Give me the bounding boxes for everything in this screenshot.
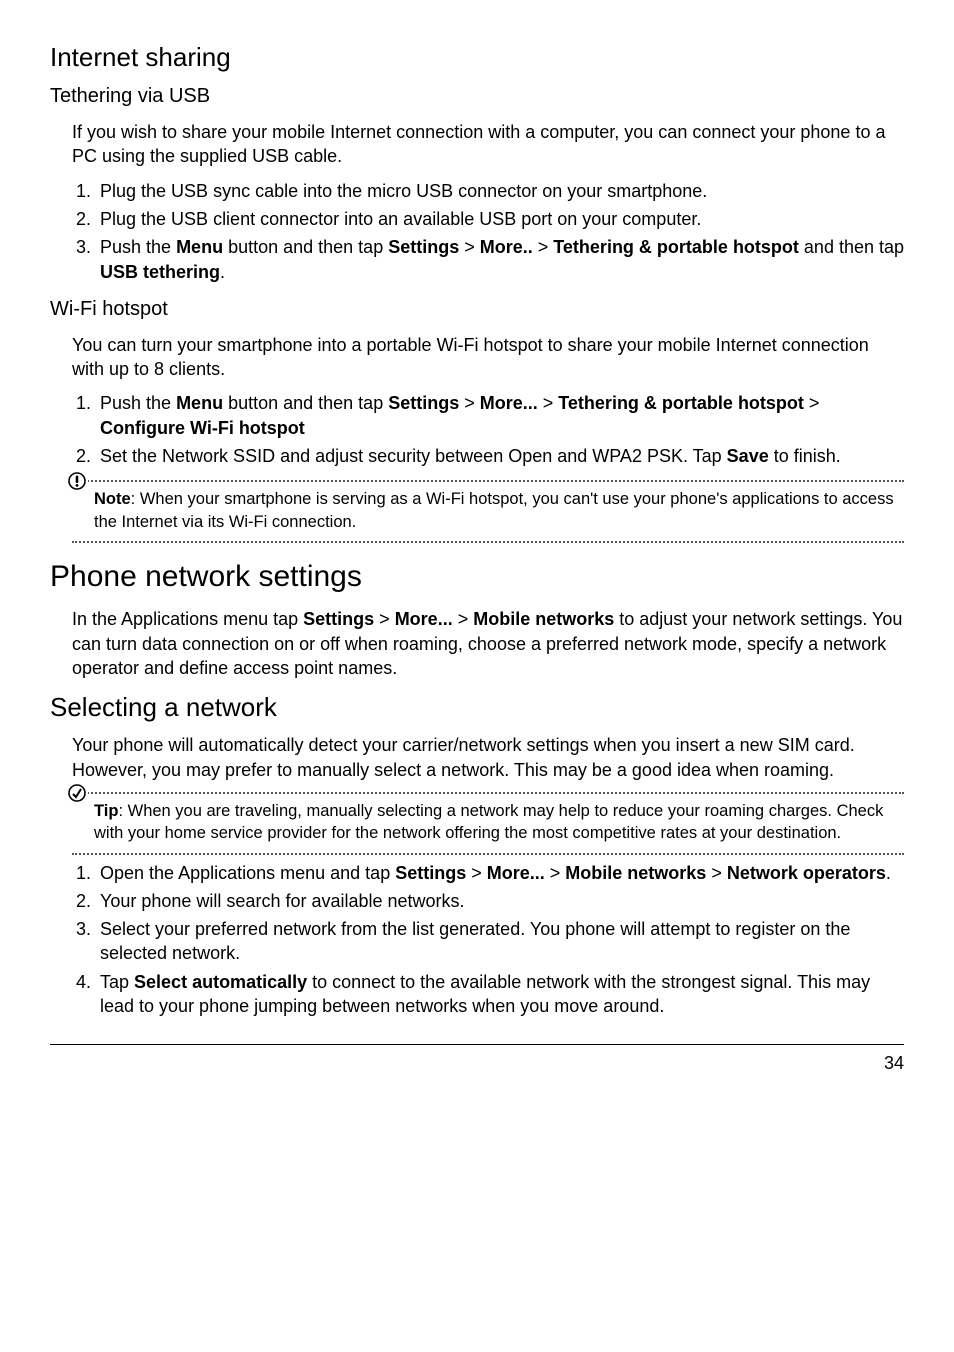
heading-wifi-hotspot: Wi-Fi hotspot bbox=[50, 296, 904, 323]
list-item: Tap Select automatically to connect to t… bbox=[96, 970, 904, 1019]
paragraph: In the Applications menu tap Settings > … bbox=[72, 607, 904, 680]
heading-phone-network: Phone network settings bbox=[50, 557, 904, 598]
tip-label: Tip bbox=[94, 802, 118, 820]
tip-callout: Tip: When you are traveling, manually se… bbox=[72, 792, 904, 855]
paragraph: You can turn your smartphone into a port… bbox=[72, 333, 904, 382]
ordered-list: Plug the USB sync cable into the micro U… bbox=[72, 179, 904, 284]
note-label: Note bbox=[94, 490, 131, 508]
heading-selecting-network: Selecting a network bbox=[50, 690, 904, 725]
list-item: Select your preferred network from the l… bbox=[96, 917, 904, 966]
tip-icon bbox=[66, 782, 88, 804]
list-item: Push the Menu button and then tap Settin… bbox=[96, 235, 904, 284]
ordered-list: Open the Applications menu and tap Setti… bbox=[72, 861, 904, 1019]
paragraph: Your phone will automatically detect you… bbox=[72, 733, 904, 782]
list-item: Open the Applications menu and tap Setti… bbox=[96, 861, 904, 885]
list-item: Your phone will search for available net… bbox=[96, 889, 904, 913]
list-item: Push the Menu button and then tap Settin… bbox=[96, 391, 904, 440]
note-callout: Note: When your smartphone is serving as… bbox=[72, 480, 904, 543]
page-footer: 34 bbox=[50, 1044, 904, 1075]
ordered-list: Push the Menu button and then tap Settin… bbox=[72, 391, 904, 468]
warning-icon bbox=[66, 470, 88, 492]
list-item: Plug the USB client connector into an av… bbox=[96, 207, 904, 231]
heading-tethering-usb: Tethering via USB bbox=[50, 83, 904, 110]
tip-text: : When you are traveling, manually selec… bbox=[94, 802, 883, 842]
note-text: : When your smartphone is serving as a W… bbox=[94, 490, 894, 530]
list-item: Plug the USB sync cable into the micro U… bbox=[96, 179, 904, 203]
heading-internet-sharing: Internet sharing bbox=[50, 40, 904, 75]
list-item: Set the Network SSID and adjust security… bbox=[96, 444, 904, 468]
page-number: 34 bbox=[884, 1053, 904, 1073]
paragraph: If you wish to share your mobile Interne… bbox=[72, 120, 904, 169]
